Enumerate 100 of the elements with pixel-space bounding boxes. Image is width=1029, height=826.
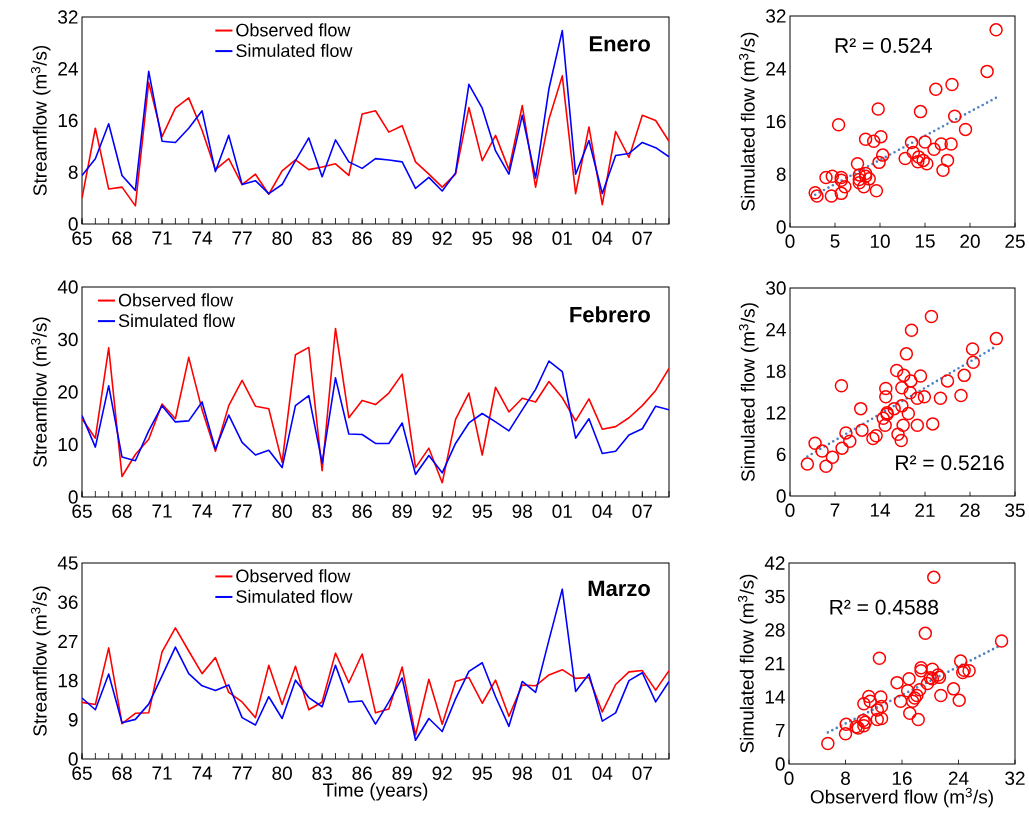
- point: [965, 342, 980, 356]
- y-tick-label: 24: [766, 322, 786, 337]
- x-tick-label: 74: [192, 766, 213, 780]
- y-tick-label: 21: [765, 656, 785, 671]
- point: [815, 444, 829, 458]
- point: [874, 129, 888, 144]
- point: [895, 399, 909, 413]
- point: [839, 426, 853, 440]
- point: [903, 706, 917, 721]
- x-axis-title: Observerd flow (m$^{3}$/s): [810, 787, 993, 808]
- point: [947, 109, 962, 123]
- point: [819, 459, 833, 473]
- x-tick-label: 07: [632, 766, 652, 780]
- x-tick-label: 86: [352, 231, 372, 245]
- point: [831, 118, 846, 132]
- point: [870, 712, 885, 727]
- x-tick-label: 24: [948, 771, 969, 785]
- point: [835, 441, 849, 455]
- point: [810, 189, 824, 203]
- point: [858, 132, 873, 147]
- x-tick-label: 25: [1005, 234, 1025, 248]
- x-tick-label: 21: [915, 503, 935, 517]
- y-tick-label: 0: [68, 752, 78, 766]
- y-tick-label: 20: [58, 385, 78, 399]
- point: [994, 634, 1009, 648]
- x-tick-label: 04: [592, 231, 613, 245]
- x-tick-label: 28: [960, 503, 980, 517]
- x-tick-label: 7: [830, 503, 840, 517]
- point: [875, 148, 890, 162]
- y-tick-label: 16: [766, 114, 786, 129]
- point: [855, 423, 869, 437]
- point: [954, 388, 968, 403]
- x-tick-label: 77: [232, 231, 252, 245]
- point: [898, 151, 912, 166]
- point: [913, 104, 928, 119]
- y-tick-label: 24: [766, 62, 786, 76]
- y-tick-label: 24: [58, 62, 78, 76]
- point: [872, 651, 887, 665]
- x-tick-label: 68: [112, 231, 132, 245]
- line-series: [82, 627, 669, 736]
- point: [838, 727, 853, 741]
- point: [904, 135, 919, 150]
- point: [891, 427, 905, 442]
- point: [895, 381, 909, 395]
- point: [866, 134, 881, 149]
- point: [894, 433, 908, 448]
- y-tick-label: 36: [58, 595, 78, 609]
- point: [897, 368, 911, 383]
- y-tick-label: 40: [57, 280, 78, 294]
- y-tick-label: 7: [775, 723, 785, 738]
- text: Febrero: [570, 306, 650, 323]
- point: [800, 457, 815, 471]
- y-tick-label: 35: [765, 589, 785, 604]
- y-tick-label: 18: [766, 364, 786, 378]
- y-tick-label: 8: [68, 165, 78, 179]
- point: [902, 672, 916, 686]
- x-tick-label: 98: [512, 504, 532, 518]
- point: [925, 662, 940, 676]
- x-axis-title: Time (years): [322, 782, 428, 801]
- x-tick-label: 95: [472, 504, 492, 518]
- point: [946, 682, 961, 696]
- x-tick-label: 10: [870, 234, 890, 248]
- point: [934, 137, 948, 151]
- x-tick-label: 83: [312, 766, 332, 780]
- point: [918, 135, 932, 149]
- point: [890, 675, 904, 690]
- x-tick-label: 74: [192, 231, 213, 245]
- y-tick-label: 0: [776, 489, 786, 503]
- x-tick-label: 86: [352, 504, 372, 518]
- point: [879, 390, 893, 404]
- y-axis-title: Streamflow (m$^{3}$/s): [30, 317, 51, 467]
- y-tick-label: 9: [68, 713, 78, 727]
- x-tick-label: 80: [272, 504, 292, 518]
- point: [825, 169, 840, 183]
- point: [857, 180, 871, 194]
- x-tick-label: 14: [870, 503, 891, 517]
- point: [843, 434, 857, 448]
- x-tick-label: 98: [512, 766, 532, 780]
- point: [819, 170, 833, 185]
- x-tick-label: 77: [232, 504, 252, 518]
- point: [893, 694, 908, 709]
- point: [850, 156, 865, 171]
- point: [920, 156, 934, 171]
- point: [862, 689, 876, 704]
- y-tick-label: 0: [68, 217, 78, 231]
- point: [874, 711, 889, 726]
- point: [920, 676, 935, 691]
- point: [896, 418, 910, 433]
- y-tick-label: 32: [58, 10, 78, 24]
- point: [980, 64, 994, 79]
- y-tick-label: 27: [58, 634, 78, 649]
- point: [933, 391, 948, 405]
- point: [852, 168, 867, 182]
- x-tick-label: 92: [432, 504, 452, 518]
- legend-label: Simulated flow: [236, 589, 353, 603]
- point: [869, 183, 884, 198]
- point: [852, 172, 867, 187]
- x-tick-label: 89: [392, 504, 412, 518]
- point: [911, 150, 926, 164]
- legend-label: Simulated flow: [118, 313, 236, 328]
